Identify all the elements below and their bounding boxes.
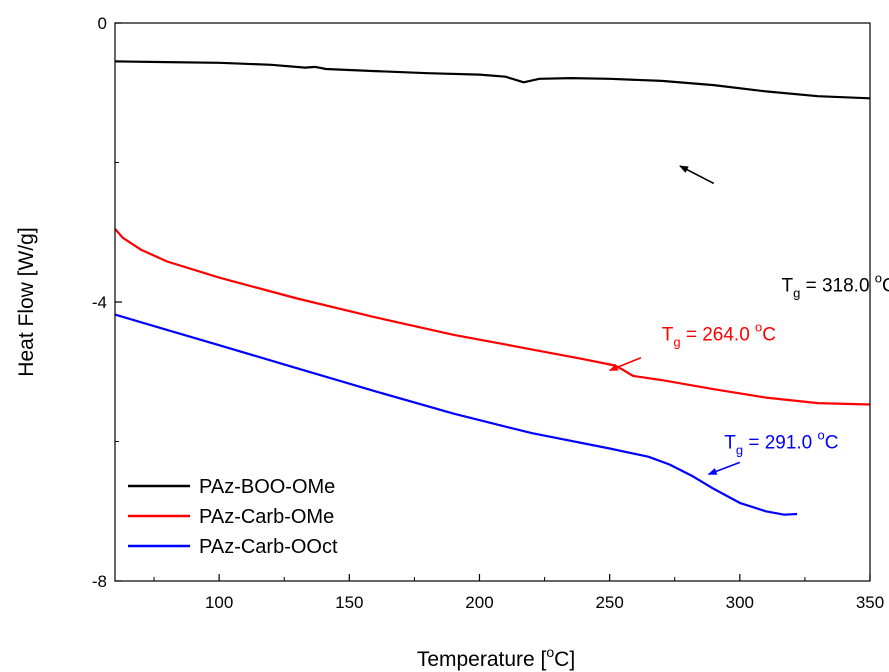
annotation-arrow-2	[707, 461, 741, 476]
x-axis-title-main: Temperature [	[417, 648, 547, 671]
x-tick-label-250: 250	[595, 593, 623, 612]
annotation-label-0: Tg = 318.0 oC	[781, 271, 889, 301]
legend-label-paz-carb-ooct: PAz-Carb-OOct	[199, 536, 338, 558]
x-tick-label-200: 200	[465, 593, 493, 612]
series-line-paz-boo-ome	[114, 60, 871, 100]
legend: PAz-BOO-OMe PAz-Carb-OMe PAz-Carb-OOct	[128, 476, 338, 558]
x-axis-title: Temperature [oC]	[417, 644, 575, 671]
x-tick-label-100: 100	[205, 593, 233, 612]
x-tick-label-300: 300	[726, 593, 754, 612]
x-axis-title-end: C]	[554, 648, 575, 671]
x-tick-label-350: 350	[856, 593, 884, 612]
legend-label-paz-carb-ome: PAz-Carb-OMe	[199, 506, 334, 528]
y-axis-title: Heat Flow [W/g]	[15, 227, 38, 376]
ticks-layer: 100 150 200 250 300 350 0 -4 -8	[92, 14, 884, 612]
x-tick-label-150: 150	[335, 593, 363, 612]
x-axis-title-sup: o	[546, 644, 554, 660]
annotation-label-1: Tg = 264.0 oC	[662, 319, 776, 349]
annotation-arrow-0	[679, 165, 715, 185]
legend-label-paz-boo-ome: PAz-BOO-OMe	[199, 476, 335, 498]
y-tick-label--8: -8	[92, 572, 107, 591]
series-line-paz-carb-ome	[114, 228, 871, 406]
y-tick-label--4: -4	[92, 293, 107, 312]
series-line-paz-carb-ooct	[114, 313, 798, 516]
series-layer	[114, 60, 871, 516]
y-tick-label-0: 0	[98, 14, 107, 33]
annotation-label-2: Tg = 291.0 oC	[724, 427, 838, 457]
annotation-arrow-1	[608, 357, 642, 372]
